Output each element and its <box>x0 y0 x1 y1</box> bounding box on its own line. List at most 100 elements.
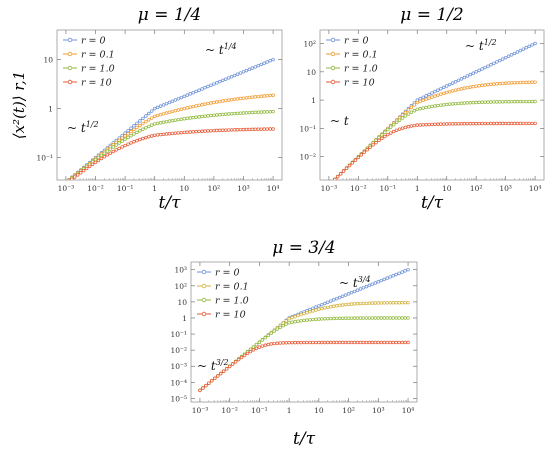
data-point <box>385 316 389 320</box>
data-point <box>173 108 178 113</box>
data-point <box>394 120 399 125</box>
data-point <box>530 80 534 84</box>
data-point <box>96 155 101 160</box>
legend-label: r = 0 <box>344 36 369 47</box>
data-point <box>250 66 255 70</box>
data-point <box>338 172 343 176</box>
data-point <box>164 101 169 106</box>
data-point <box>329 316 333 321</box>
data-point <box>161 112 166 116</box>
data-point <box>229 97 234 102</box>
data-point <box>111 145 115 149</box>
annotation: ~ t <box>330 114 349 128</box>
data-point <box>241 111 246 115</box>
data-point <box>138 119 142 123</box>
data-point <box>439 103 443 107</box>
data-point <box>126 135 130 140</box>
data-point <box>445 122 449 126</box>
data-point <box>260 338 265 342</box>
data-point <box>259 94 263 98</box>
data-point <box>308 318 312 322</box>
data-point <box>489 121 493 126</box>
data-point <box>76 173 80 177</box>
data-point <box>347 163 352 168</box>
data-point <box>287 316 291 321</box>
data-point <box>397 316 401 320</box>
data-point <box>117 141 121 145</box>
data-point <box>87 164 92 169</box>
data-point <box>206 84 210 89</box>
data-point <box>260 344 265 348</box>
data-point <box>293 320 297 324</box>
data-point <box>138 123 142 128</box>
data-point <box>530 43 534 47</box>
data-point <box>349 316 354 320</box>
data-point <box>147 118 151 122</box>
data-point <box>311 317 315 322</box>
legend-label: r = 0.1 <box>215 282 249 293</box>
data-point <box>391 274 395 278</box>
data-point <box>138 137 142 142</box>
data-point <box>362 150 366 154</box>
data-point <box>212 128 216 133</box>
data-point <box>506 99 511 104</box>
data-point <box>317 307 321 311</box>
data-point <box>403 316 407 320</box>
data-point <box>229 112 234 116</box>
data-point <box>242 353 247 358</box>
data-point <box>218 99 222 104</box>
data-point <box>179 117 184 121</box>
data-point <box>224 112 228 116</box>
y-axis-label: ⟨x²(t)⟩ r,1 <box>10 71 28 140</box>
x-tick-label: 10⁻³ <box>321 184 338 193</box>
data-point <box>314 308 318 312</box>
data-point <box>355 301 360 306</box>
panel-mu-1-4: μ = 1/410⁻³ 10⁻² 10⁻¹ 1 10 10² 10³ 10⁴10⁻¹110t/… <box>10 5 283 213</box>
data-point <box>403 340 407 345</box>
data-point <box>459 77 464 81</box>
data-point <box>486 100 490 104</box>
data-point <box>247 95 252 100</box>
data-point <box>524 121 528 126</box>
data-point <box>515 121 520 126</box>
x-tick-label: 10 <box>314 406 324 415</box>
data-point <box>471 84 475 89</box>
x-tick-label: 10⁻¹ <box>251 406 268 415</box>
data-point <box>250 110 255 115</box>
data-point <box>512 81 517 85</box>
x-tick-label: 10⁻¹ <box>117 184 134 193</box>
data-point <box>380 133 384 137</box>
data-point <box>389 125 393 129</box>
data-point <box>226 98 231 102</box>
series-2 <box>333 99 537 180</box>
data-point <box>515 80 520 85</box>
plot-frame <box>56 29 283 181</box>
data-point <box>256 127 260 131</box>
data-point <box>164 132 169 136</box>
data-point <box>176 131 181 135</box>
data-point <box>191 90 195 95</box>
data-point <box>253 65 258 69</box>
data-point <box>323 306 327 310</box>
data-point <box>433 94 437 98</box>
data-point <box>164 119 169 124</box>
data-point <box>340 303 345 307</box>
series-3 <box>198 340 410 393</box>
data-point <box>468 85 473 89</box>
data-point <box>271 109 275 114</box>
data-point <box>293 314 297 319</box>
data-point <box>302 311 306 316</box>
data-point <box>123 134 127 138</box>
data-point <box>182 117 186 121</box>
data-point <box>447 82 452 87</box>
data-point <box>229 75 234 79</box>
data-point <box>241 96 246 100</box>
legend-label: r = 1.0 <box>215 296 249 307</box>
data-point <box>218 113 222 117</box>
data-point <box>512 121 517 126</box>
data-point <box>221 78 225 83</box>
data-point <box>141 116 145 121</box>
data-point <box>323 317 327 321</box>
data-point <box>209 101 213 105</box>
